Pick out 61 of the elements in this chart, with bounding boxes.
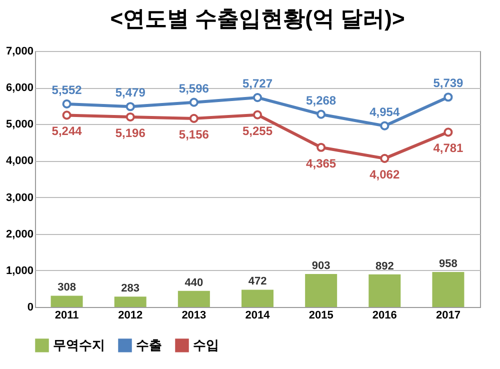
point xyxy=(444,92,453,102)
y-tick-label: 3,000 xyxy=(6,192,34,204)
x-tick-label: 2014 xyxy=(245,310,271,322)
data-label: 283 xyxy=(121,282,140,295)
point xyxy=(62,99,72,108)
bar xyxy=(368,274,401,307)
point xyxy=(189,114,198,123)
chart-title: <연도별 수출입현황(억 달러)> xyxy=(110,6,405,31)
data-label: 892 xyxy=(375,260,394,272)
bar xyxy=(305,274,338,307)
data-label: 5,596 xyxy=(178,81,210,96)
point xyxy=(126,102,135,112)
point xyxy=(189,98,198,107)
point xyxy=(380,154,390,163)
data-label: 5,727 xyxy=(242,76,273,91)
data-label: 4,365 xyxy=(306,156,336,170)
data-label: 5,268 xyxy=(306,93,336,108)
y-tick-label: 6,000 xyxy=(6,82,34,94)
y-tick-label: 1,000 xyxy=(6,264,34,277)
legend-label: 무역수지 xyxy=(53,337,105,352)
x-tick-label: 2015 xyxy=(308,310,334,322)
point xyxy=(62,110,72,120)
legend-label: 수입 xyxy=(193,337,219,352)
point xyxy=(252,93,262,102)
x-tick-label: 2016 xyxy=(372,310,397,322)
data-label: 903 xyxy=(312,260,330,272)
data-label: 5,244 xyxy=(52,124,82,138)
data-label: 4,781 xyxy=(433,141,464,156)
data-label: 308 xyxy=(58,282,76,294)
bar xyxy=(432,272,464,307)
y-tick-label: 5,000 xyxy=(6,118,34,131)
point xyxy=(316,110,326,119)
x-tick-label: 2012 xyxy=(118,310,143,322)
point xyxy=(126,112,135,122)
data-label: 5,739 xyxy=(433,76,464,90)
y-tick-label: 7,000 xyxy=(6,46,34,58)
bar xyxy=(178,290,210,307)
legend-label: 수출 xyxy=(136,337,162,352)
data-label: 4,062 xyxy=(370,167,400,182)
bar xyxy=(50,296,83,307)
y-tick-label: 2,000 xyxy=(6,228,34,240)
x-tick-label: 2017 xyxy=(436,310,460,322)
data-label: 4,954 xyxy=(370,104,400,119)
data-label: 440 xyxy=(184,276,204,289)
x-tick-label: 2013 xyxy=(182,310,206,322)
data-label: 5,479 xyxy=(115,86,146,100)
bar xyxy=(242,290,274,307)
data-label: 5,255 xyxy=(242,124,273,138)
point xyxy=(316,142,326,152)
bar xyxy=(114,296,146,307)
y-tick-label: 0 xyxy=(27,302,34,314)
point xyxy=(444,128,453,137)
point xyxy=(252,110,262,120)
data-label: 472 xyxy=(248,276,267,288)
data-label: 5,552 xyxy=(52,82,82,97)
data-label: 5,156 xyxy=(178,127,210,142)
y-tick-label: 4,000 xyxy=(6,155,34,168)
x-tick-label: 2011 xyxy=(54,310,79,322)
data-label: 958 xyxy=(439,258,458,270)
data-label: 5,196 xyxy=(115,126,146,140)
point xyxy=(380,121,390,130)
